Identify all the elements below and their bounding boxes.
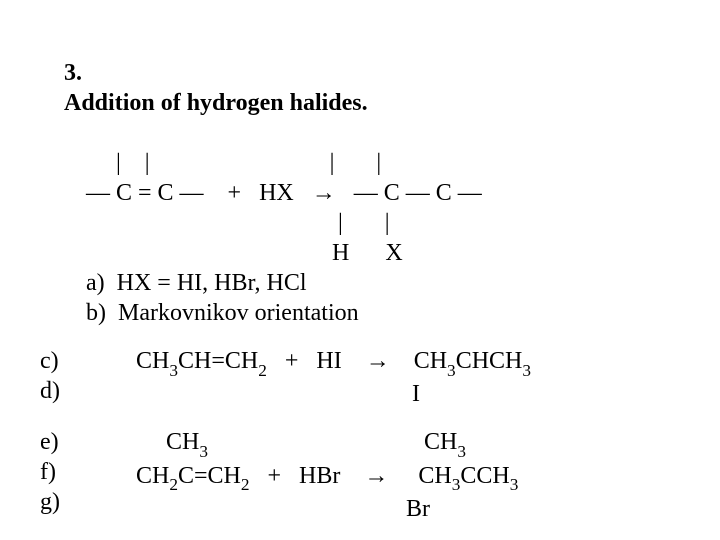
labels-cd: c) d) (40, 346, 86, 409)
reaction-scheme: | | | | — C = C — + HX → — C — C — | | H… (86, 148, 680, 268)
title-number: 3. (64, 58, 92, 88)
point-b: b) Markovnikov orientation (86, 298, 680, 328)
label-d: d) (40, 376, 86, 406)
ex2-bot: Br (136, 494, 680, 524)
scheme-main: — C = C — + HX → — C — C — (86, 178, 680, 208)
scheme-top-bonds: | | | | (86, 148, 680, 178)
example-2: e) f) g) CH3 CH3 CH2C=CH2 + HBr → CH3CCH… (40, 427, 680, 524)
label-g: g) (40, 487, 86, 517)
label-c: c) (40, 346, 86, 376)
label-e: e) (40, 427, 86, 457)
ex2-main: CH2C=CH2 + HBr → CH3CCH3 (136, 461, 680, 494)
title-line: 3. Addition of hydrogen halides. (40, 28, 680, 148)
ex1-main: CH3CH=CH2 + HI → CH3CHCH3 (136, 346, 680, 379)
example-1-body: CH3CH=CH2 + HI → CH3CHCH3 I (86, 346, 680, 409)
ex1-sub: I (136, 379, 680, 409)
point-a: a) HX = HI, HBr, HCl (86, 268, 680, 298)
example-2-body: CH3 CH3 CH2C=CH2 + HBr → CH3CCH3 Br (86, 427, 680, 524)
label-f: f) (40, 457, 86, 487)
ex2-top: CH3 CH3 (136, 427, 680, 460)
title-text: Addition of hydrogen halides. (64, 90, 368, 116)
labels-efg: e) f) g) (40, 427, 86, 524)
slide-content: 3. Addition of hydrogen halides. | | | |… (0, 0, 720, 524)
scheme-substituents: H X (86, 238, 680, 268)
scheme-bottom-bonds: | | (86, 208, 680, 238)
example-1: c) d) CH3CH=CH2 + HI → CH3CHCH3 I (40, 346, 680, 409)
subpoints-ab: a) HX = HI, HBr, HCl b) Markovnikov orie… (86, 268, 680, 328)
